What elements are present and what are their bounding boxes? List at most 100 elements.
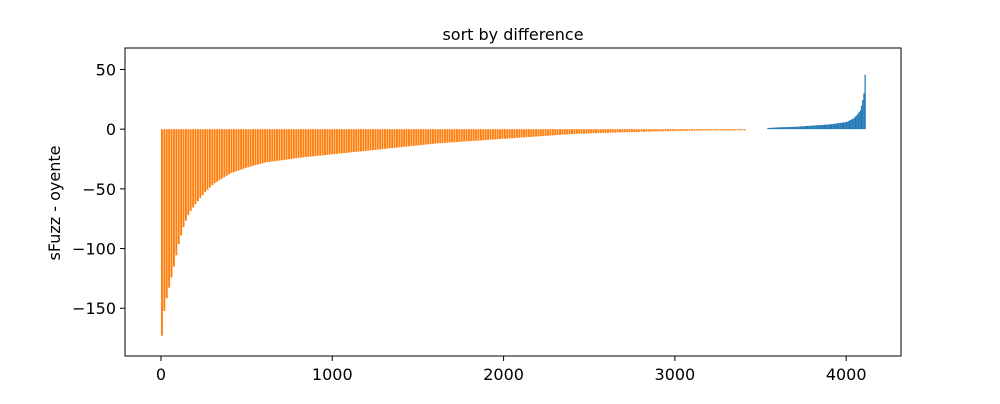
bar-positive	[847, 121, 849, 130]
bar-negative	[163, 129, 166, 311]
bar-negative	[326, 129, 329, 155]
bar-negative	[580, 129, 583, 134]
x-tick-label: 4000	[826, 365, 867, 384]
bar-positive	[834, 123, 836, 130]
bar-negative	[393, 129, 396, 148]
bar-negative	[285, 129, 288, 160]
bar-negative	[683, 129, 686, 131]
bar-negative	[645, 129, 648, 132]
bar-positive	[770, 127, 773, 130]
bar-positive	[833, 123, 835, 130]
x-axis: 0 1000 2000 3000 4000	[156, 356, 867, 384]
bar-negative	[290, 129, 293, 159]
bar-negative	[587, 129, 590, 134]
bar-negative	[700, 129, 703, 131]
bar-negative	[571, 129, 573, 135]
bar-negative	[307, 129, 310, 157]
bar-negative	[647, 129, 650, 132]
bar-negative	[523, 129, 526, 138]
bar-negative	[616, 129, 619, 133]
bar-negative	[182, 129, 185, 228]
bar-negative	[690, 129, 693, 131]
bar-positive	[857, 113, 859, 130]
bar-negative	[441, 129, 444, 144]
bar-negative	[302, 129, 305, 158]
bar-negative	[619, 129, 621, 133]
bar-positive	[785, 127, 787, 130]
bar-negative	[635, 129, 638, 132]
bar-negative	[208, 129, 211, 188]
bar-negative	[170, 129, 173, 278]
bar-positive	[812, 125, 815, 130]
bar-negative	[429, 129, 432, 145]
bar-negative	[345, 129, 348, 153]
bar-positive	[775, 127, 777, 130]
bar-negative	[180, 129, 183, 236]
bar-negative	[537, 129, 540, 137]
bar-negative	[254, 129, 257, 166]
bar-negative	[384, 129, 386, 149]
bar-negative	[261, 129, 264, 164]
bar-negative	[218, 129, 221, 181]
bar-negative	[662, 129, 665, 132]
bar-negative	[216, 129, 219, 182]
bar-negative	[405, 129, 408, 147]
bar-negative	[698, 129, 701, 131]
bar-negative	[479, 129, 482, 141]
bar-negative	[321, 129, 324, 156]
bar-positive	[799, 126, 801, 130]
bar-negative	[288, 129, 290, 160]
bar-negative	[477, 129, 480, 141]
bar-positive	[822, 124, 824, 130]
bar-negative	[551, 129, 554, 136]
bar-negative	[583, 129, 585, 134]
bar-negative	[412, 129, 415, 146]
bar-positive	[840, 122, 842, 130]
bar-positive	[782, 127, 785, 130]
bar-negative	[530, 129, 533, 137]
bar-negative	[609, 129, 612, 133]
bar-negative	[638, 129, 641, 132]
bar-negative	[223, 129, 226, 178]
bar-positive	[842, 122, 845, 130]
bar-negative	[232, 129, 235, 173]
bar-negative	[165, 129, 168, 299]
bar-negative	[669, 129, 672, 132]
bar-negative	[372, 129, 374, 151]
bar-negative	[604, 129, 607, 133]
bar-negative	[532, 129, 535, 137]
bar-negative	[220, 129, 223, 179]
bar-negative	[489, 129, 492, 140]
bar-negative	[297, 129, 300, 158]
bar-positive	[839, 122, 841, 130]
plot-frame	[124, 47, 902, 357]
bar-negative	[276, 129, 279, 161]
bar-positive	[835, 123, 837, 130]
positive-bars	[767, 74, 866, 130]
bar-negative	[436, 129, 439, 144]
bar-negative	[525, 129, 528, 138]
bar-negative	[686, 129, 689, 131]
bar-negative	[240, 129, 243, 170]
bar-negative	[496, 129, 499, 140]
bar-negative	[681, 129, 684, 131]
bar-negative	[554, 129, 557, 136]
bar-negative	[283, 129, 286, 160]
bar-negative	[300, 129, 302, 158]
bar-negative	[360, 129, 362, 152]
bar-negative	[336, 129, 338, 154]
bar-negative	[422, 129, 425, 145]
bar-positive	[814, 125, 816, 130]
bar-negative	[312, 129, 314, 157]
bar-negative	[455, 129, 458, 143]
bar-negative	[667, 129, 669, 132]
chart-title: sort by difference	[442, 25, 583, 44]
bar-negative	[707, 129, 710, 131]
bar-negative	[264, 129, 267, 163]
y-tick-label: 50	[96, 60, 116, 79]
bar-negative	[249, 129, 252, 167]
bar-negative	[484, 129, 487, 141]
bar-negative	[328, 129, 331, 155]
bar-negative	[362, 129, 365, 152]
